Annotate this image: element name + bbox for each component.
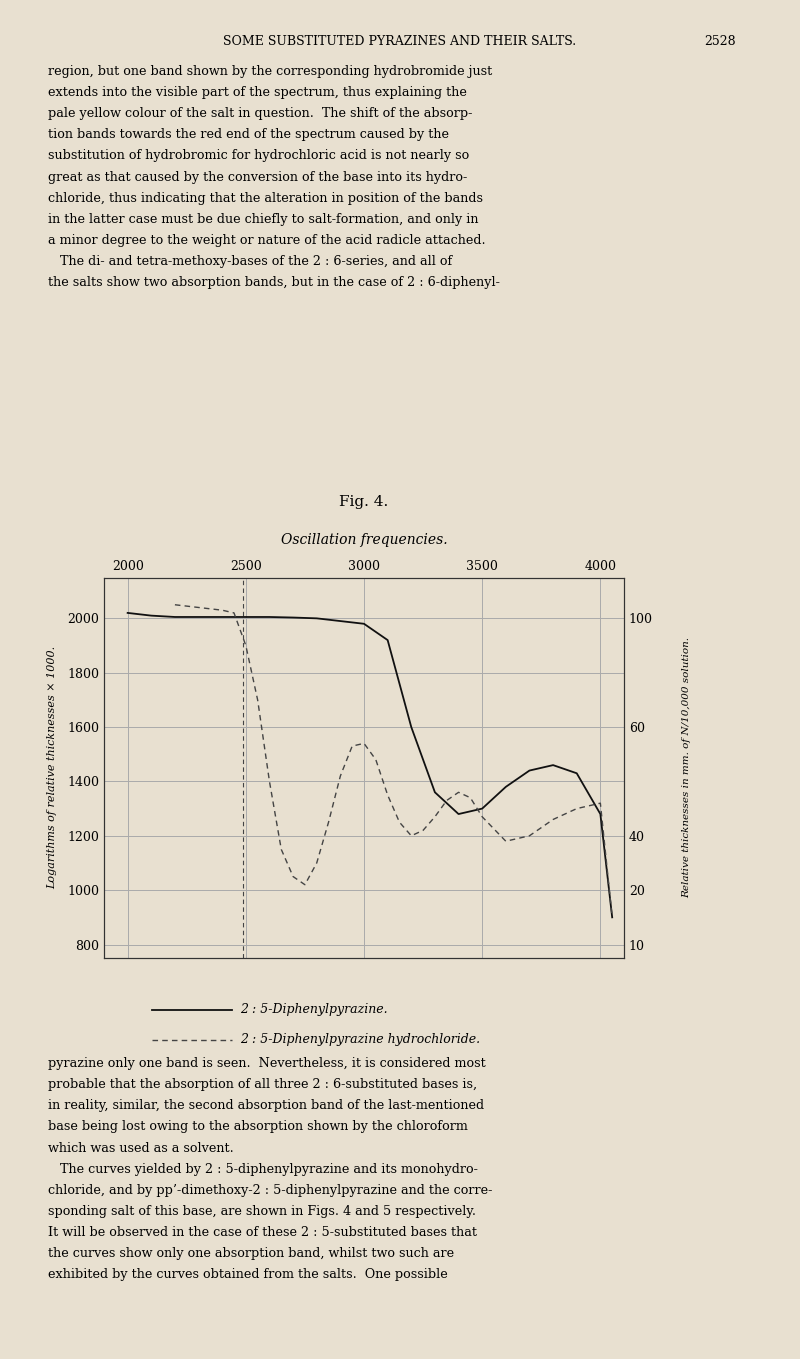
Text: pyrazine only one band is seen.  Nevertheless, it is considered most: pyrazine only one band is seen. Neverthe… (48, 1057, 486, 1071)
Text: in reality, similar, the second absorption band of the last-mentioned: in reality, similar, the second absorpti… (48, 1099, 484, 1113)
Text: 2528: 2528 (704, 35, 736, 49)
Text: which was used as a solvent.: which was used as a solvent. (48, 1142, 234, 1155)
Text: great as that caused by the conversion of the base into its hydro-: great as that caused by the conversion o… (48, 171, 467, 183)
Text: tion bands towards the red end of the spectrum caused by the: tion bands towards the red end of the sp… (48, 129, 449, 141)
Text: exhibited by the curves obtained from the salts.  One possible: exhibited by the curves obtained from th… (48, 1268, 448, 1282)
Text: in the latter case must be due chiefly to salt-formation, and only in: in the latter case must be due chiefly t… (48, 213, 478, 226)
Text: 2 : 5-Diphenylpyrazine.: 2 : 5-Diphenylpyrazine. (240, 1003, 388, 1017)
Text: a minor degree to the weight or nature of the acid radicle attached.: a minor degree to the weight or nature o… (48, 234, 486, 247)
Text: chloride, and by pp’-dimethoxy-2 : 5-diphenylpyrazine and the corre-: chloride, and by pp’-dimethoxy-2 : 5-dip… (48, 1184, 492, 1197)
Text: Fig. 4.: Fig. 4. (339, 495, 389, 510)
Text: probable that the absorption of all three 2 : 6-substituted bases is,: probable that the absorption of all thre… (48, 1079, 477, 1091)
Text: Relative thicknesses in mm. of N/10,000 solution.: Relative thicknesses in mm. of N/10,000 … (682, 637, 691, 898)
Text: base being lost owing to the absorption shown by the chloroform: base being lost owing to the absorption … (48, 1120, 468, 1133)
Text: the curves show only one absorption band, whilst two such are: the curves show only one absorption band… (48, 1248, 454, 1260)
Text: sponding salt of this base, are shown in Figs. 4 and 5 respectively.: sponding salt of this base, are shown in… (48, 1204, 476, 1218)
Text: substitution of hydrobromic for hydrochloric acid is not nearly so: substitution of hydrobromic for hydrochl… (48, 149, 470, 163)
Text: region, but one band shown by the corresponding hydrobromide just: region, but one band shown by the corres… (48, 65, 492, 79)
Text: the salts show two absorption bands, but in the case of 2 : 6-diphenyl-: the salts show two absorption bands, but… (48, 276, 500, 289)
Text: SOME SUBSTITUTED PYRAZINES AND THEIR SALTS.: SOME SUBSTITUTED PYRAZINES AND THEIR SAL… (223, 35, 577, 49)
Text: chloride, thus indicating that the alteration in position of the bands: chloride, thus indicating that the alter… (48, 192, 483, 205)
Text: Logarithms of relative thicknesses × 1000.: Logarithms of relative thicknesses × 100… (47, 647, 57, 889)
Text: Oscillation frequencies.: Oscillation frequencies. (281, 533, 447, 548)
Text: 2 : 5-Diphenylpyrazine hydrochloride.: 2 : 5-Diphenylpyrazine hydrochloride. (240, 1033, 480, 1046)
Text: The curves yielded by 2 : 5-diphenylpyrazine and its monohydro-: The curves yielded by 2 : 5-diphenylpyra… (48, 1162, 478, 1176)
Text: It will be observed in the case of these 2 : 5-substituted bases that: It will be observed in the case of these… (48, 1226, 477, 1239)
Text: extends into the visible part of the spectrum, thus explaining the: extends into the visible part of the spe… (48, 86, 467, 99)
Text: pale yellow colour of the salt in question.  The shift of the absorp-: pale yellow colour of the salt in questi… (48, 107, 472, 121)
Text: The di- and tetra-methoxy-bases of the 2 : 6-series, and all of: The di- and tetra-methoxy-bases of the 2… (48, 255, 452, 268)
